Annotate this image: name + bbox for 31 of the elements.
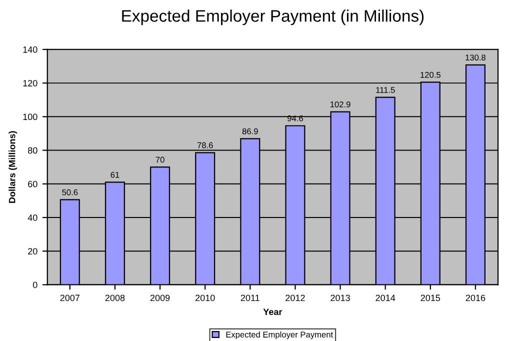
x-tick-label: 2014 (376, 294, 396, 302)
x-tick-label: 2012 (286, 294, 305, 302)
data-label: 70 (156, 156, 164, 163)
data-label: 102.9 (330, 101, 350, 108)
y-tick-label: 120 (23, 80, 38, 86)
x-tick-label: 2016 (466, 294, 486, 302)
data-label: 111.5 (376, 87, 395, 93)
x-tick-label: 2010 (196, 294, 215, 302)
data-label: 61 (110, 172, 120, 178)
data-label: 130.8 (466, 54, 486, 60)
data-label: 50.6 (62, 189, 78, 196)
x-tick-label: 2007 (60, 294, 80, 302)
y-tick-label: 80 (28, 147, 38, 154)
legend-label: Expected Employer Payment (226, 331, 334, 340)
y-tick-label: 60 (28, 180, 38, 188)
x-tick-label: 2008 (105, 294, 125, 302)
x-axis-title: Year (263, 308, 282, 316)
y-tick-label: 140 (23, 46, 38, 53)
x-tick-label: 2011 (240, 294, 260, 302)
x-tick-label: 2009 (150, 294, 170, 302)
data-label: 86.9 (242, 128, 258, 134)
y-tick-label: 0 (32, 282, 38, 288)
data-label: 78.6 (197, 142, 213, 148)
y-tick-label: 40 (28, 214, 38, 221)
chart-title: Expected Employer Payment (in Millions) (122, 10, 424, 26)
x-tick-label: 2013 (330, 294, 350, 302)
y-axis-title: Dollars (Millions) (8, 131, 18, 203)
y-tick-label: 20 (28, 248, 38, 254)
x-tick-label: 2015 (420, 294, 440, 302)
y-tick-label: 100 (23, 114, 38, 120)
data-label: 120.5 (420, 72, 440, 78)
